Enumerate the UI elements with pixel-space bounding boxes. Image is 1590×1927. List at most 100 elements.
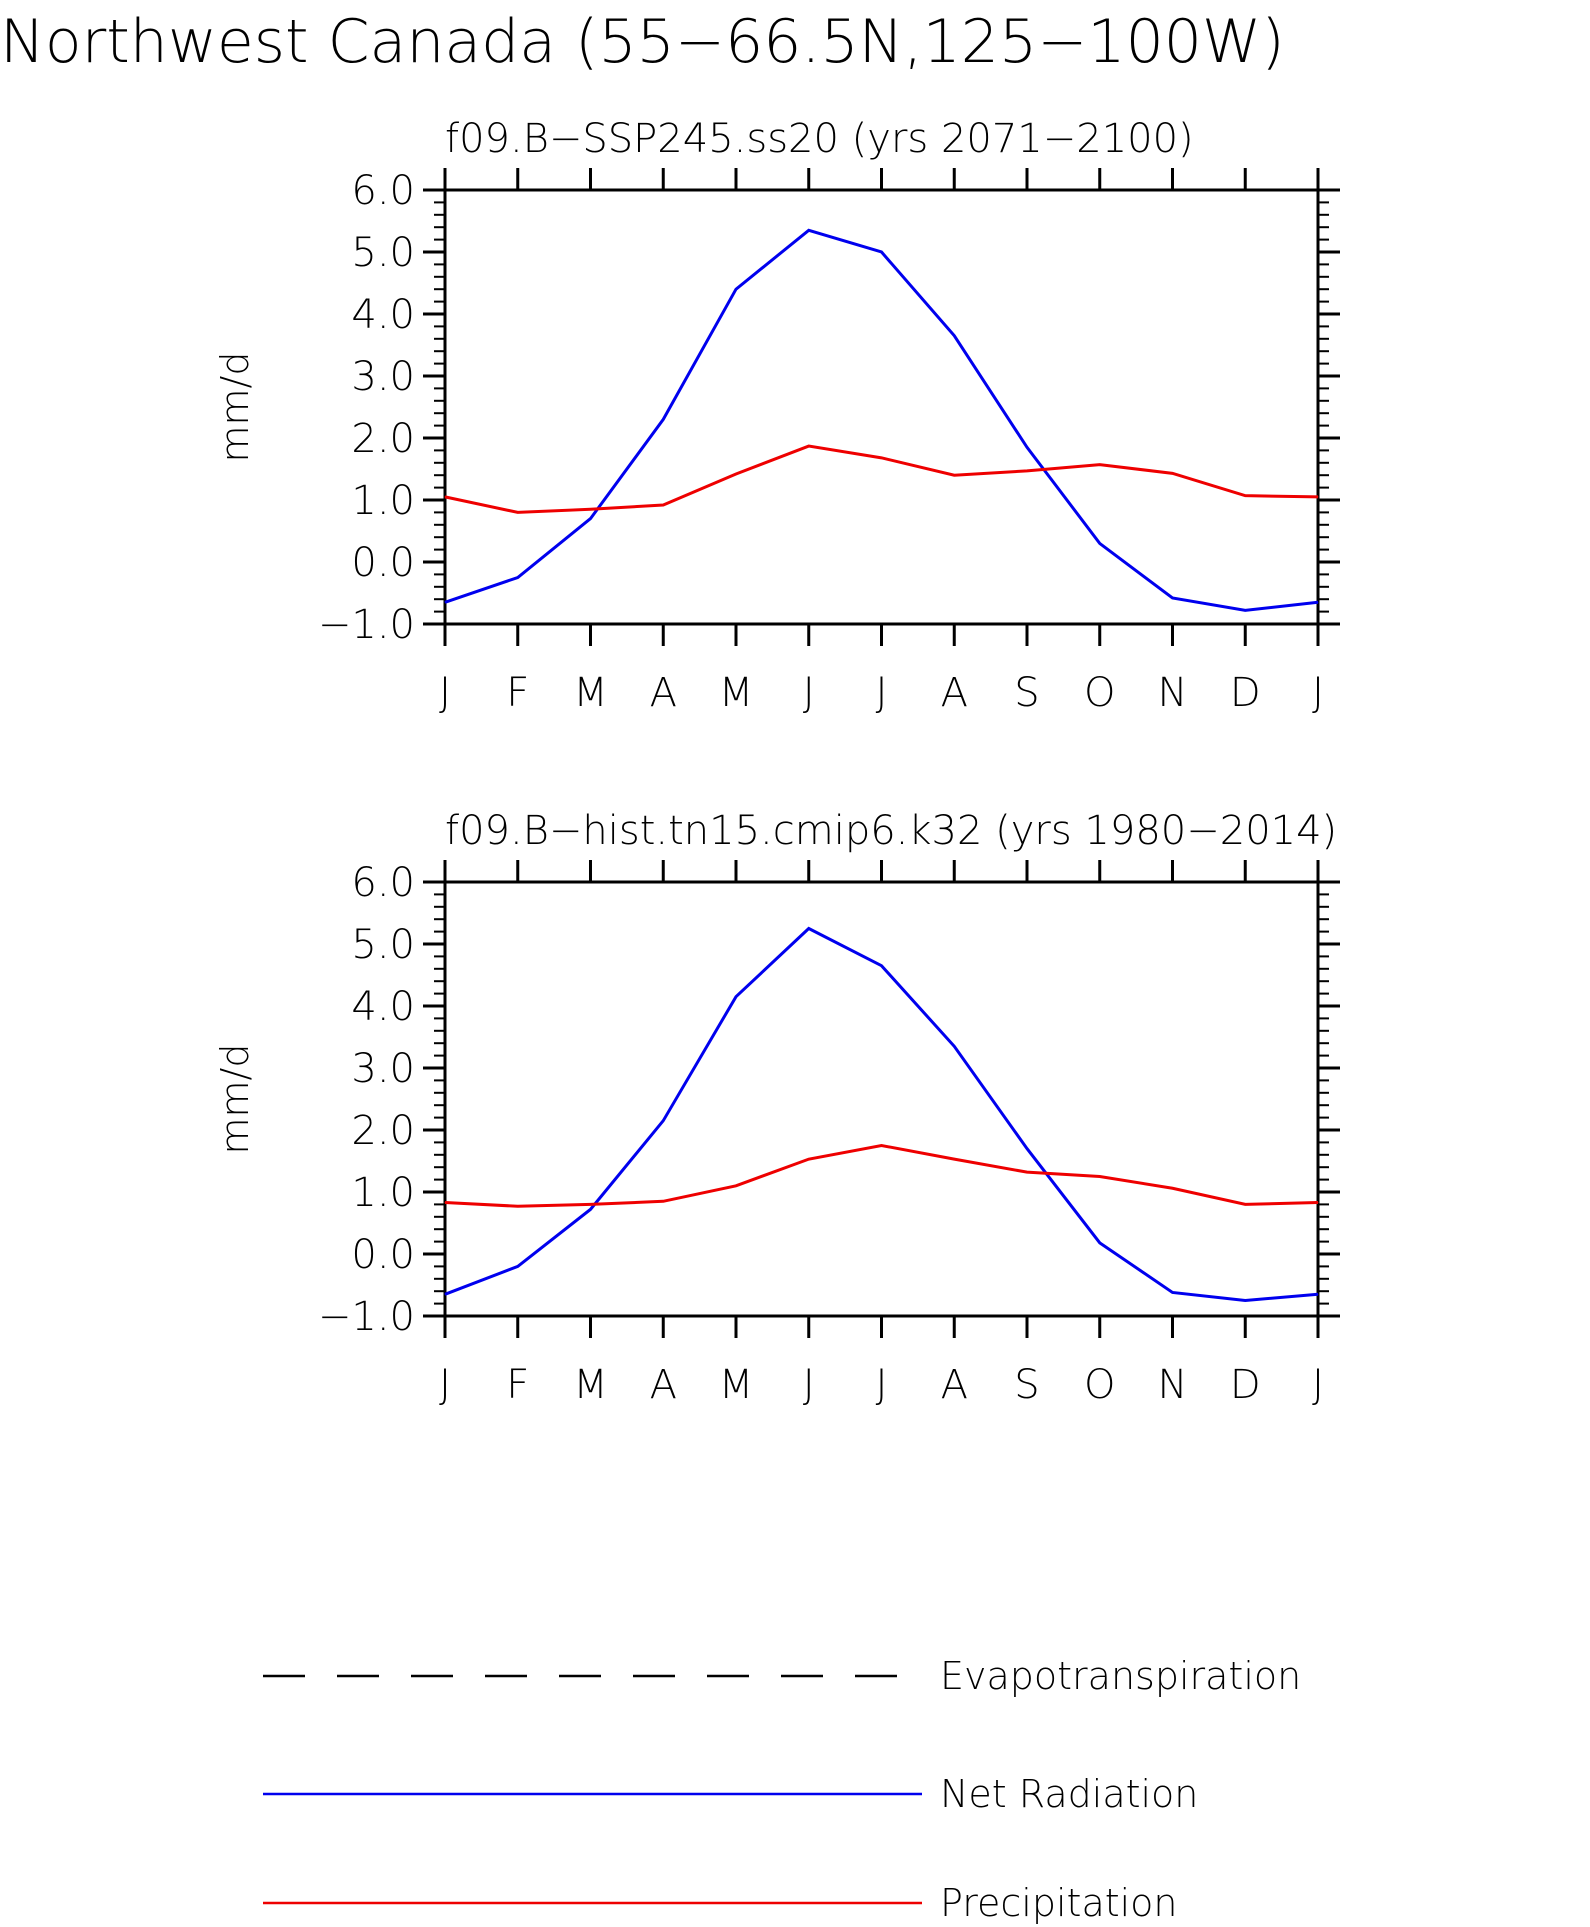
y-tick-label: 6.0 xyxy=(351,168,415,214)
data-point xyxy=(1244,495,1246,497)
panel-title: f09.B−SSP245.ss20 (yrs 2071−2100) xyxy=(445,116,1194,162)
series-line-precipitation xyxy=(444,1143,1319,1208)
data-point xyxy=(735,1185,737,1187)
y-tick-label: 3.0 xyxy=(351,1046,415,1092)
x-tick-label: D xyxy=(1230,670,1261,716)
x-tick-label: S xyxy=(1014,1362,1039,1408)
data-point xyxy=(662,418,664,420)
data-point xyxy=(735,473,737,475)
data-point xyxy=(881,457,882,459)
figure-title: Northwest Canada (55−66.5N,125−100W) xyxy=(0,7,1285,77)
data-point xyxy=(1026,1171,1028,1173)
panel-historical: f09.B−hist.tn15.cmip6.k32 (yrs 1980−2014… xyxy=(213,808,1340,1408)
x-tick-label: M xyxy=(719,670,754,716)
data-point xyxy=(953,335,955,337)
x-tick-label: J xyxy=(876,670,888,716)
data-point xyxy=(590,1203,591,1205)
data-point xyxy=(735,996,737,998)
x-tick-label: J xyxy=(439,670,451,716)
data-point xyxy=(1317,601,1319,603)
y-axis-label: mm/d xyxy=(213,352,257,463)
x-tick-label: A xyxy=(650,1362,677,1408)
series-line-net-radiation xyxy=(444,228,1319,612)
data-point xyxy=(953,474,955,476)
legend-label: Evapotranspiration xyxy=(940,1654,1301,1698)
data-point xyxy=(1099,1176,1101,1177)
data-point xyxy=(808,445,810,447)
y-tick-label: −1.0 xyxy=(318,1294,415,1340)
y-tick-label: 5.0 xyxy=(351,922,415,968)
series-line-net-radiation xyxy=(444,926,1319,1303)
plot-frame xyxy=(443,188,1320,626)
data-point xyxy=(590,508,591,510)
x-tick-label: J xyxy=(876,1362,888,1408)
data-point xyxy=(1026,446,1028,448)
x-tick-label: M xyxy=(719,1362,754,1408)
series-line-precipitation xyxy=(444,444,1319,514)
y-tick-label: 1.0 xyxy=(351,1170,415,1216)
x-tick-label: J xyxy=(803,670,815,716)
data-point xyxy=(1244,1300,1246,1301)
data-point xyxy=(1099,1242,1101,1244)
x-tick-label: M xyxy=(573,1362,608,1408)
data-point xyxy=(881,1145,882,1146)
data-point xyxy=(953,1045,955,1047)
y-tick-label: 4.0 xyxy=(351,292,415,338)
data-point xyxy=(1172,1187,1173,1189)
data-point xyxy=(1317,1293,1319,1295)
x-tick-label: A xyxy=(650,670,677,716)
x-tick-label: J xyxy=(1312,1362,1324,1408)
data-point xyxy=(1172,597,1173,599)
y-tick-label: 1.0 xyxy=(351,478,415,524)
x-tick-label: S xyxy=(1014,670,1039,716)
plot-frame xyxy=(443,880,1320,1318)
x-tick-label: F xyxy=(506,670,529,716)
data-point xyxy=(590,1208,591,1210)
y-tick-label: 6.0 xyxy=(351,860,415,906)
data-point xyxy=(1026,470,1028,472)
legend-label: Precipitation xyxy=(940,1881,1178,1925)
data-point xyxy=(881,965,882,967)
data-point xyxy=(808,928,810,929)
y-tick-label: 0.0 xyxy=(351,1232,415,1278)
data-point xyxy=(517,577,519,578)
data-point xyxy=(1317,1202,1319,1204)
x-tick-label: J xyxy=(1312,670,1324,716)
x-tick-label: J xyxy=(439,1362,451,1408)
x-tick-label: F xyxy=(506,1362,529,1408)
x-tick-label: O xyxy=(1084,1362,1115,1408)
y-tick-label: 2.0 xyxy=(351,416,415,462)
y-tick-label: 4.0 xyxy=(351,984,415,1030)
data-point xyxy=(1244,609,1246,611)
data-point xyxy=(517,1205,519,1207)
data-point xyxy=(444,1202,446,1204)
x-tick-label: N xyxy=(1158,1362,1188,1408)
x-tick-label: O xyxy=(1084,670,1115,716)
y-tick-label: 5.0 xyxy=(351,230,415,276)
x-tick-label: A xyxy=(941,1362,968,1408)
y-tick-label: 0.0 xyxy=(351,540,415,586)
y-tick-label: −1.0 xyxy=(318,602,415,648)
legend-label: Net Radiation xyxy=(940,1772,1198,1816)
y-tick-label: 2.0 xyxy=(351,1108,415,1154)
data-point xyxy=(517,511,519,513)
data-point xyxy=(444,601,446,603)
data-point xyxy=(662,504,664,506)
data-point xyxy=(662,1200,664,1202)
data-point xyxy=(735,288,737,290)
data-point xyxy=(1244,1203,1246,1205)
data-point xyxy=(517,1265,519,1267)
y-tick-label: 3.0 xyxy=(351,354,415,400)
data-point xyxy=(590,518,591,520)
x-tick-label: J xyxy=(803,1362,815,1408)
data-point xyxy=(1026,1148,1028,1150)
panel-ssp245: f09.B−SSP245.ss20 (yrs 2071−2100)J F M A M J J… xyxy=(213,116,1340,716)
data-point xyxy=(808,229,810,231)
panel-title: f09.B−hist.tn15.cmip6.k32 (yrs 1980−2014… xyxy=(445,808,1337,854)
data-point xyxy=(1317,496,1319,498)
data-point xyxy=(662,1120,664,1122)
data-point xyxy=(444,496,446,498)
x-tick-label: D xyxy=(1230,1362,1261,1408)
x-tick-label: N xyxy=(1158,670,1188,716)
